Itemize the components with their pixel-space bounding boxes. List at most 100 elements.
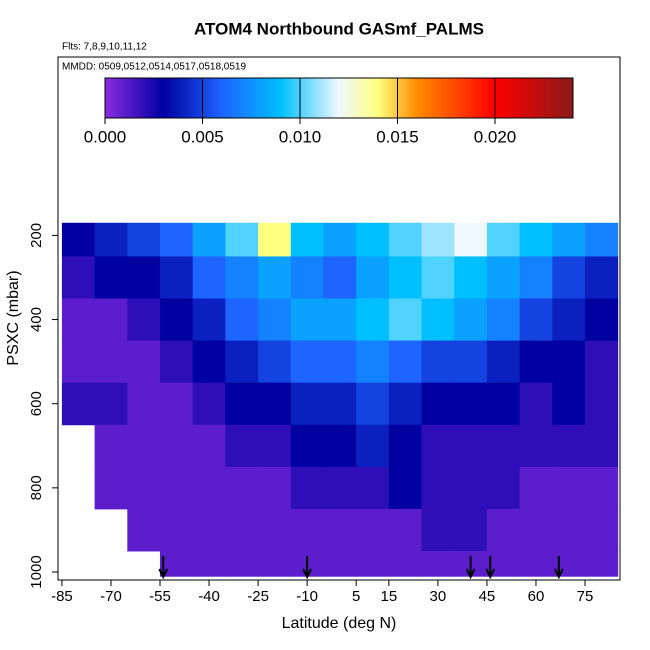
heat-cell <box>258 550 292 577</box>
heat-cell <box>127 382 161 426</box>
heat-cell <box>94 382 128 426</box>
heat-cell <box>258 222 292 257</box>
heat-cell <box>94 298 128 342</box>
heat-cell <box>225 298 259 342</box>
heat-cell <box>519 256 553 300</box>
heat-cell <box>127 508 161 552</box>
x-tick-label: -55 <box>149 588 171 605</box>
heat-cell <box>356 256 390 300</box>
heat-cell <box>127 298 161 342</box>
heat-cell <box>61 222 96 257</box>
heat-cell <box>258 340 292 384</box>
x-tick-label: 45 <box>479 588 496 605</box>
flights-note: Flts: 7,8,9,10,11,12 <box>62 42 147 53</box>
heat-cell <box>160 298 194 342</box>
heat-cell <box>192 256 226 300</box>
heat-cell <box>323 424 357 468</box>
heat-cell <box>421 466 455 510</box>
heat-cell <box>323 382 357 426</box>
heat-cell <box>519 382 553 426</box>
x-tick-label: 75 <box>577 588 594 605</box>
heat-cell <box>94 466 128 510</box>
heat-cell <box>192 222 226 257</box>
heat-cell <box>225 550 259 577</box>
heat-cell <box>356 466 390 510</box>
heat-cell <box>454 222 488 257</box>
x-axis-label: Latitude (deg N) <box>282 615 397 632</box>
chart-title: ATOM4 Northbound GASmf_PALMS <box>194 19 484 38</box>
colorbar-tick-label: 0.000 <box>84 127 127 146</box>
heat-cell <box>454 424 488 468</box>
heat-cell <box>160 466 194 510</box>
heat-cell <box>585 508 619 552</box>
heat-cell <box>94 256 128 300</box>
heat-cell <box>388 424 423 468</box>
heat-cell <box>160 256 194 300</box>
heat-cell <box>388 298 423 342</box>
heat-cell <box>192 424 226 468</box>
heat-cell <box>552 550 586 577</box>
heat-cell <box>454 466 488 510</box>
heat-cell <box>519 424 553 468</box>
x-tick-label: -25 <box>247 588 269 605</box>
heat-cell <box>421 222 455 257</box>
heat-cell <box>552 222 586 257</box>
colorbar <box>104 77 574 119</box>
heat-cell <box>585 340 619 384</box>
dates-note: MMDD: 0509,0512,0514,0517,0518,0519 <box>62 62 246 73</box>
heat-cell <box>552 466 586 510</box>
heat-cell <box>192 340 226 384</box>
plot-frame <box>57 56 621 581</box>
heat-cell <box>519 508 553 552</box>
heat-cell <box>290 466 324 510</box>
heat-cell <box>519 466 553 510</box>
heat-cell <box>225 256 259 300</box>
x-tick-label: -40 <box>198 588 220 605</box>
heat-cell <box>486 424 521 468</box>
y-tick-label: 600 <box>28 391 45 416</box>
heat-cell <box>61 340 96 384</box>
x-tick-label: 15 <box>381 588 398 605</box>
heat-cell <box>323 256 357 300</box>
heat-cell <box>486 466 521 510</box>
heat-cell <box>192 298 226 342</box>
heat-cell <box>585 550 619 577</box>
heat-cell <box>192 382 226 426</box>
heat-cell <box>421 298 455 342</box>
heat-cell <box>388 256 423 300</box>
heat-cell <box>356 550 390 577</box>
heat-cell <box>486 508 521 552</box>
heat-cell <box>258 466 292 510</box>
heat-cell <box>192 466 226 510</box>
heat-cell <box>486 298 521 342</box>
x-tick-label: -70 <box>100 588 122 605</box>
heat-cell <box>290 340 324 384</box>
heat-cell <box>127 256 161 300</box>
arrow <box>485 556 496 580</box>
heat-cell <box>552 256 586 300</box>
heat-cell <box>421 424 455 468</box>
heat-cell <box>486 256 521 300</box>
arrow <box>158 556 169 580</box>
heat-cell <box>388 508 423 552</box>
heat-cell <box>94 222 128 257</box>
heat-cell <box>388 550 423 577</box>
heat-cell <box>388 382 423 426</box>
colorbar-tick-label: 0.020 <box>474 127 517 146</box>
heat-cell <box>454 256 488 300</box>
heat-cell <box>552 508 586 552</box>
heat-cell <box>421 340 455 384</box>
heat-cell <box>290 508 324 552</box>
heat-cell <box>192 508 226 552</box>
heat-cell <box>356 508 390 552</box>
heat-cell <box>454 340 488 384</box>
x-tick-label: -10 <box>296 588 318 605</box>
heat-cell <box>160 382 194 426</box>
heat-cell <box>356 298 390 342</box>
arrow <box>302 556 313 580</box>
y-tick-label: 200 <box>28 223 45 248</box>
heat-cell <box>192 550 226 577</box>
heat-cell <box>454 298 488 342</box>
heat-cell <box>519 298 553 342</box>
